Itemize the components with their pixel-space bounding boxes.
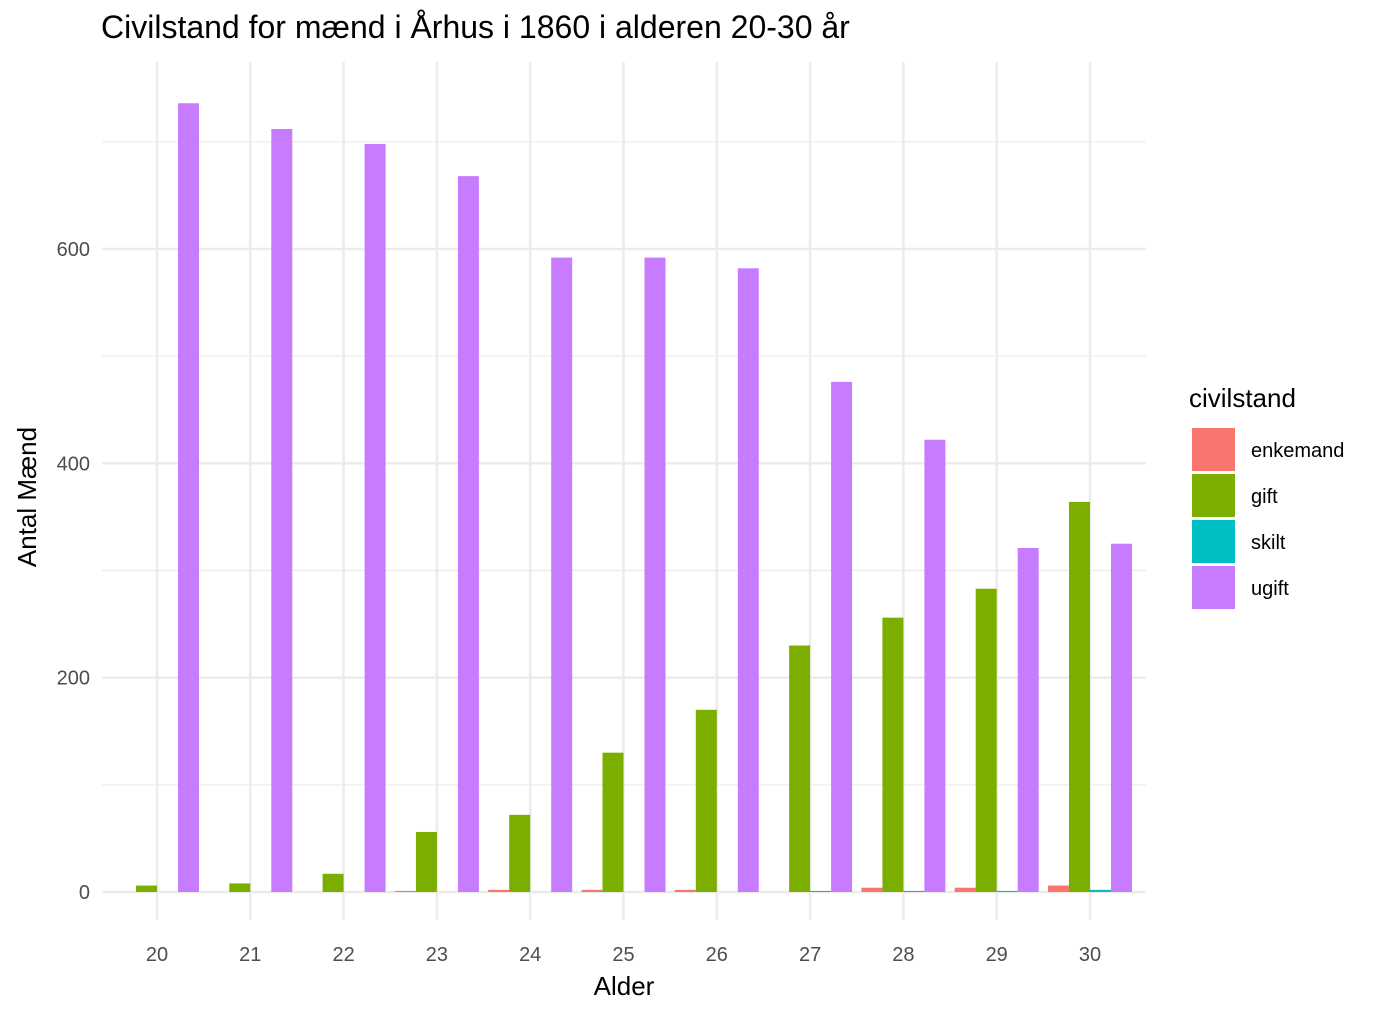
bar-ugift-27 <box>831 381 853 892</box>
bar-gift-27 <box>789 645 811 892</box>
bar-skilt-29 <box>996 890 1018 892</box>
bar-ugift-22 <box>364 143 386 892</box>
legend-label-enkemand: enkemand <box>1251 440 1344 462</box>
bar-gift-26 <box>695 709 717 892</box>
bar-ugift-30 <box>1110 543 1132 892</box>
legend-title: civilstand <box>1189 383 1296 413</box>
bar-ugift-29 <box>1017 547 1039 892</box>
bar-gift-24 <box>509 814 531 892</box>
x-tick-label: 24 <box>519 944 541 966</box>
axis-ticks: 0 200 400 600 20 21 22 23 24 25 26 27 28 29 30 <box>57 239 1102 966</box>
bar-ugift-21 <box>271 128 293 892</box>
bar-enkemand-23 <box>394 890 416 892</box>
x-tick-label: 23 <box>426 944 448 966</box>
legend-label-ugift: ugift <box>1251 578 1289 600</box>
bar-enkemand-29 <box>954 887 976 892</box>
bar-ugift-23 <box>457 176 479 893</box>
legend-swatch-enkemand <box>1192 428 1235 471</box>
bar-enkemand-30 <box>1048 885 1070 892</box>
bar-ugift-25 <box>644 257 666 892</box>
bar-gift-23 <box>415 831 437 892</box>
legend: civilstand enkemand gift skilt ugift <box>1189 383 1344 609</box>
bar-enkemand-26 <box>674 889 696 892</box>
legend-items: enkemand gift skilt ugift <box>1192 428 1344 609</box>
bar-enkemand-24 <box>488 889 510 892</box>
x-tick-label: 26 <box>706 944 728 966</box>
x-axis-title: Alder <box>594 971 655 1001</box>
legend-label-skilt: skilt <box>1251 532 1286 554</box>
bar-skilt-30 <box>1090 889 1111 892</box>
x-tick-label: 20 <box>146 944 168 966</box>
bar-gift-21 <box>229 883 251 892</box>
bar-gift-25 <box>602 752 624 892</box>
x-tick-label: 28 <box>892 944 914 966</box>
bar-gift-29 <box>975 588 997 892</box>
bar-ugift-20 <box>177 103 199 892</box>
x-tick-label: 21 <box>239 944 261 966</box>
legend-swatch-ugift <box>1192 566 1235 609</box>
y-axis-title: Antal Mænd <box>12 427 42 567</box>
legend-label-gift: gift <box>1251 486 1278 508</box>
x-tick-label: 25 <box>612 944 634 966</box>
bar-gift-28 <box>882 617 904 892</box>
bar-skilt-28 <box>903 890 925 892</box>
x-tick-label: 22 <box>332 944 354 966</box>
bar-enkemand-28 <box>861 887 883 892</box>
y-tick-label: 200 <box>57 668 90 690</box>
bar-ugift-24 <box>551 257 573 892</box>
bar-enkemand-25 <box>581 889 603 892</box>
bar-skilt-27 <box>810 890 832 892</box>
bar-gift-20 <box>136 885 157 892</box>
y-tick-label: 600 <box>57 239 90 261</box>
bars <box>136 103 1132 893</box>
x-tick-label: 29 <box>986 944 1008 966</box>
x-tick-label: 27 <box>799 944 821 966</box>
bar-ugift-26 <box>737 268 759 892</box>
y-tick-label: 400 <box>57 453 90 475</box>
chart-title: Civilstand for mænd i Århus i 1860 i ald… <box>101 9 850 45</box>
bar-gift-22 <box>322 873 344 892</box>
legend-swatch-skilt <box>1192 520 1235 563</box>
bar-ugift-28 <box>924 439 946 892</box>
legend-swatch-gift <box>1192 474 1235 517</box>
x-tick-label: 30 <box>1079 944 1101 966</box>
bar-gift-30 <box>1069 501 1090 892</box>
y-tick-label: 0 <box>79 882 90 904</box>
